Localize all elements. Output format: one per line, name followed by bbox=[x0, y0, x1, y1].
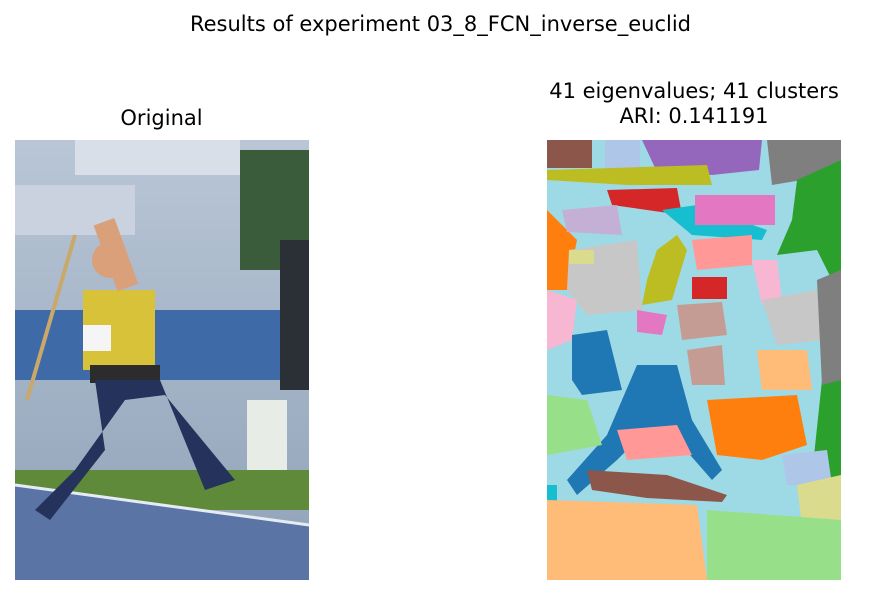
original-title: Original bbox=[120, 106, 203, 130]
cluster-pink-top bbox=[695, 195, 775, 225]
cluster-olive-arm bbox=[642, 235, 687, 305]
segmentation-title: 41 eigenvalues; 41 clusters ARI: 0.14119… bbox=[500, 79, 881, 129]
photo-sign bbox=[75, 140, 240, 175]
cluster-gray-right bbox=[817, 270, 841, 385]
cluster-orange-right bbox=[707, 395, 807, 460]
photo-photographer bbox=[280, 240, 309, 390]
photo-athlete-legs bbox=[35, 380, 235, 520]
cluster-lightorange-right bbox=[757, 350, 812, 390]
cluster-lightgray-right bbox=[762, 290, 822, 345]
cluster-lightgreen-bottom bbox=[707, 510, 841, 580]
segmentation-title-line1: 41 eigenvalues; 41 clusters bbox=[549, 79, 839, 103]
cluster-lightgreen-left bbox=[547, 395, 602, 455]
cluster-lightpink-right bbox=[752, 260, 782, 305]
photo-athlete-belt bbox=[90, 365, 160, 383]
cluster-red-mid bbox=[692, 277, 727, 299]
photo-javelin bbox=[25, 234, 77, 401]
segmentation-map bbox=[547, 140, 841, 580]
cluster-lightblue-top bbox=[605, 140, 640, 168]
segmentation-title-line2: ARI: 0.141191 bbox=[619, 104, 769, 128]
cluster-red-top bbox=[607, 188, 682, 215]
photo-athlete-arm bbox=[93, 218, 139, 292]
cluster-brown-lower bbox=[587, 470, 727, 502]
cluster-pink-mid bbox=[637, 310, 667, 335]
figure-suptitle: Results of experiment 03_8_FCN_inverse_e… bbox=[189, 12, 691, 36]
cluster-lightorange-bottom bbox=[547, 500, 707, 580]
original-photo bbox=[15, 140, 309, 580]
cluster-lightpurple bbox=[562, 205, 622, 235]
cluster-lightolive-right bbox=[797, 475, 841, 525]
cluster-lightolive-left bbox=[569, 250, 594, 264]
cluster-brown-top bbox=[547, 140, 592, 168]
cluster-lightred bbox=[692, 235, 752, 270]
cluster-blue-left bbox=[572, 330, 622, 395]
cluster-lightbrown-lower bbox=[687, 345, 725, 385]
photo-track bbox=[15, 485, 309, 580]
cluster-green bbox=[777, 160, 841, 280]
cluster-lightbrown bbox=[677, 302, 727, 340]
cluster-lightblue-right bbox=[782, 450, 832, 485]
photo-bib bbox=[83, 325, 111, 351]
photo-bystander bbox=[247, 400, 287, 470]
cluster-lightred-lower bbox=[617, 425, 692, 460]
cluster-olive-top bbox=[547, 165, 712, 185]
photo-wall bbox=[15, 310, 309, 380]
cluster-lightpink-left bbox=[547, 290, 577, 350]
cluster-cyan-bottomleft bbox=[547, 485, 557, 510]
